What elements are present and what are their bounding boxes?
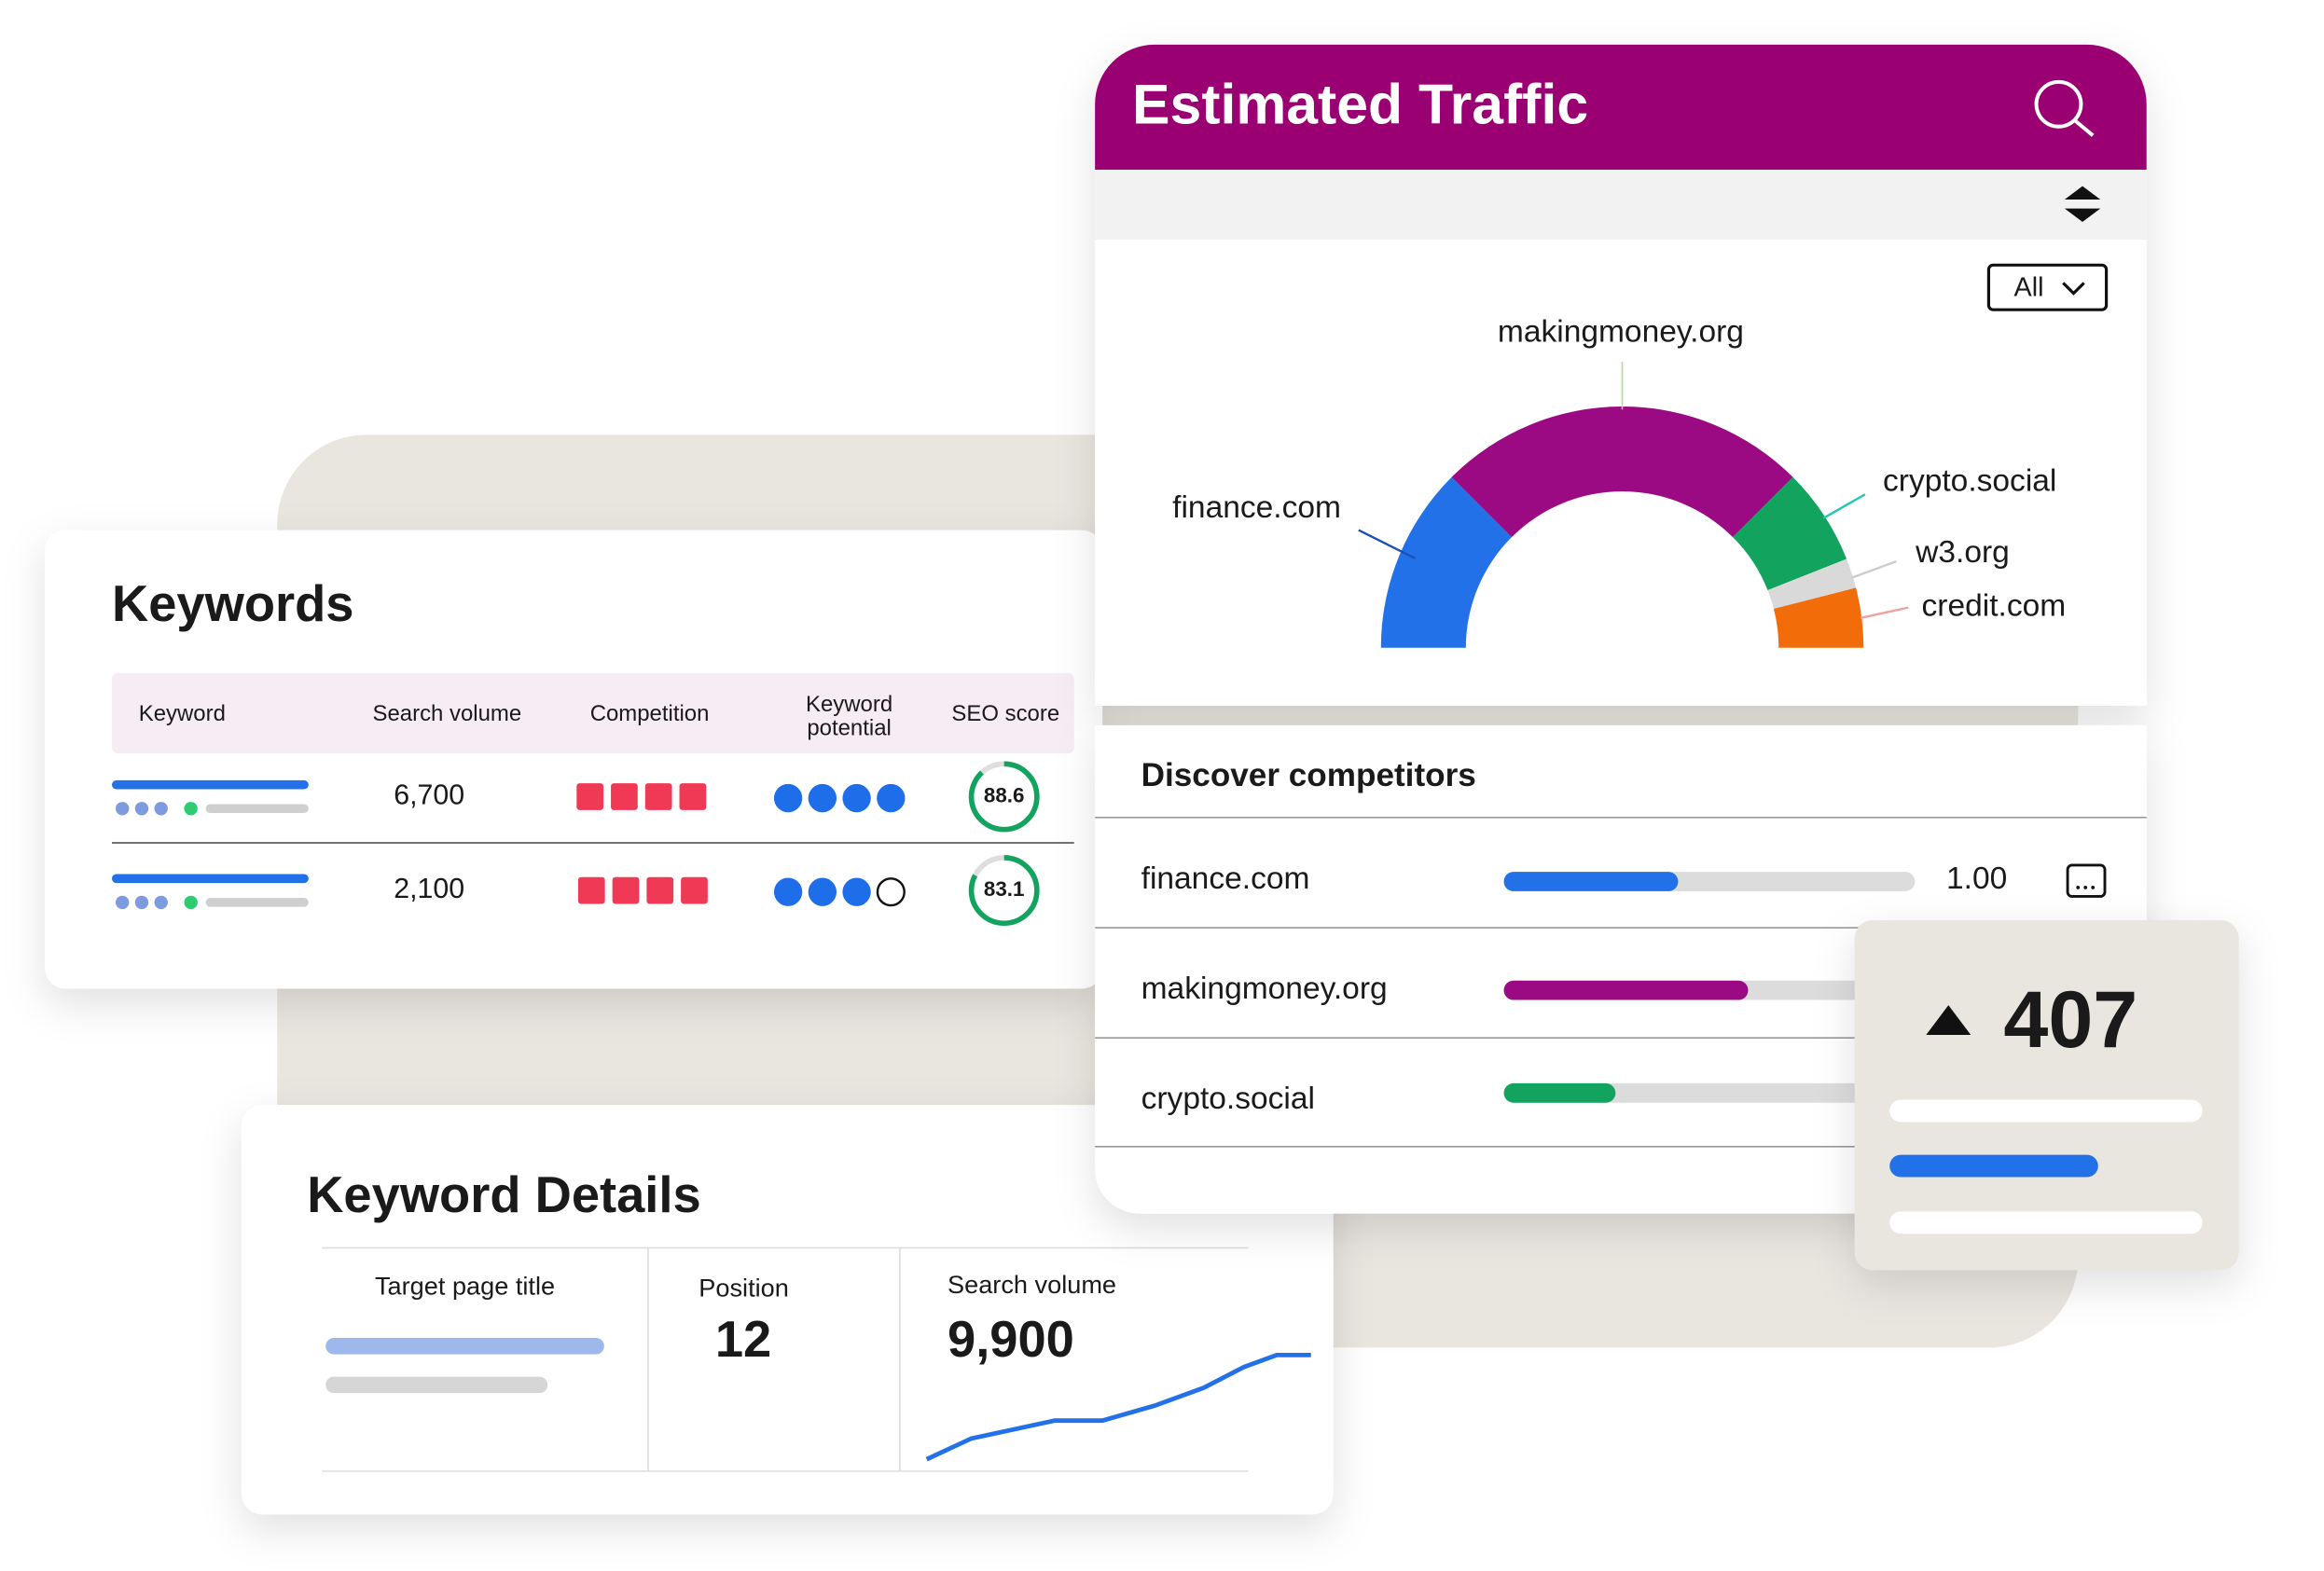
stat-value: 407 [2003,975,2137,1065]
search-icon[interactable] [2034,79,2095,137]
keywords-card: Keywords Keyword Search volume Competiti… [45,530,1103,989]
competition-square [646,876,674,904]
card [1854,920,2239,1271]
competition-square [576,783,604,810]
potential-dot [877,783,906,813]
potential-dot [808,877,837,906]
potential-dot [842,877,871,906]
segment-label: finance.com [1172,490,1341,525]
card-title: Keyword Details [307,1166,700,1223]
dot [134,802,149,816]
card [45,530,1103,989]
potential-dot [773,783,803,813]
volume-value: 9,900 [948,1311,1074,1368]
label: Target page title [375,1272,555,1301]
card-title: Keywords [112,575,354,632]
position-value: 12 [715,1311,771,1368]
bars [1503,872,1916,1103]
segment-label: crypto.social [1883,463,2056,498]
segment-label: w3.org [1915,535,2010,570]
sort-icon[interactable] [2064,186,2101,222]
competition-square [681,876,708,904]
dot [154,802,168,816]
leader-line [1822,493,1866,519]
donut [1380,407,1864,648]
dot [154,895,168,910]
search-volume: 6,700 [394,779,464,810]
leader-line [1851,560,1897,579]
donut-segment [1451,407,1793,538]
leader-line [1358,529,1417,560]
card [241,1105,1334,1515]
stat-card: 407 [1854,920,2239,1271]
competition-square [577,876,605,904]
column-header: SEO score [951,701,1059,726]
potential-dot [773,877,803,906]
seo-score: 83.1 [984,877,1025,901]
label: Position [699,1273,789,1302]
search-volume: 2,100 [394,874,464,904]
dot [134,895,149,910]
competitor-score: 1.00 [1946,861,2007,896]
filter-dropdown[interactable]: All [1986,263,2109,311]
dot [115,802,130,816]
donut-segment [1773,587,1864,648]
seo-score: 88.6 [984,783,1025,806]
potential-dot [808,783,837,813]
card-header [1095,44,2147,171]
traffic-card: Estimated Traffic All makingmoney.org fi… [1095,44,2147,707]
potential-dot [876,877,906,907]
competition-square [612,876,640,904]
potential-dot [842,783,871,813]
card-title: Discover competitors [1141,757,1476,793]
competition-square [679,783,707,810]
toolbar [1095,170,2147,241]
segment-label: credit.com [1922,588,2067,623]
dot [184,802,198,816]
competitor-name: makingmoney.org [1141,972,1388,1006]
keyword-details-card: Keyword Details Target page title Positi… [241,1105,1334,1515]
rows: 6,700 88.6 2,100 83.1 [112,761,1040,927]
dot [115,895,130,910]
label: Search volume [948,1270,1116,1299]
card-title: Estimated Traffic [1132,73,1588,136]
leader-line [1860,606,1909,619]
chevron [2062,282,2085,296]
dot [184,895,198,910]
donut-segment [1380,476,1512,648]
competition-square [644,783,672,810]
sparkline [925,1353,1311,1462]
table-header [112,672,1074,754]
column-header: Search volume [373,701,522,726]
column-header: Keyword [139,701,226,726]
donut-segment [1767,558,1857,610]
dropdown-box[interactable] [1986,263,2109,311]
up-arrow [1926,1005,1971,1036]
competitor-name: crypto.social [1141,1082,1315,1116]
column-header: Keyword potential [806,692,892,741]
segment-label: makingmoney.org [1498,315,1744,350]
score-ring [968,855,1040,927]
more-button[interactable] [2066,863,2107,898]
column-header: Competition [590,701,710,726]
competition-square [611,783,638,810]
score-ring [968,761,1040,833]
dropdown-value: All [2014,272,2044,302]
donut-segment [1733,476,1847,591]
competitor-name: finance.com [1141,861,1310,896]
